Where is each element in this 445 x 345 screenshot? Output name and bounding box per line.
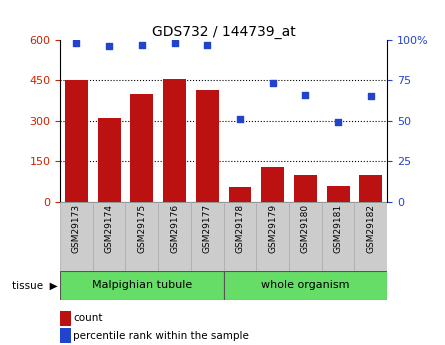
Point <box>138 42 146 47</box>
Text: GSM29182: GSM29182 <box>366 204 375 253</box>
Bar <box>163 79 186 202</box>
Bar <box>289 202 322 271</box>
Point <box>335 120 342 125</box>
Bar <box>224 202 256 271</box>
Text: GSM29176: GSM29176 <box>170 204 179 253</box>
Text: GSM29179: GSM29179 <box>268 204 277 253</box>
Point <box>73 40 80 46</box>
Bar <box>256 202 289 271</box>
Point <box>105 43 113 49</box>
Text: GSM29175: GSM29175 <box>138 204 146 253</box>
Bar <box>98 118 121 202</box>
Text: Malpighian tubule: Malpighian tubule <box>92 280 192 290</box>
Point <box>204 42 211 47</box>
Text: tissue  ▶: tissue ▶ <box>12 280 58 290</box>
Bar <box>130 94 153 202</box>
Text: GSM29174: GSM29174 <box>105 204 113 253</box>
Bar <box>294 175 317 202</box>
Bar <box>360 175 382 202</box>
Bar <box>60 202 93 271</box>
Point <box>236 116 243 122</box>
Bar <box>327 186 349 202</box>
Title: GDS732 / 144739_at: GDS732 / 144739_at <box>152 24 295 39</box>
Point <box>367 93 374 99</box>
Point <box>269 81 276 86</box>
Bar <box>158 202 191 271</box>
Bar <box>65 80 88 202</box>
Text: count: count <box>73 314 103 323</box>
Text: GSM29180: GSM29180 <box>301 204 310 253</box>
Bar <box>60 271 224 300</box>
Bar <box>224 271 387 300</box>
Bar <box>261 167 284 202</box>
Bar <box>93 202 125 271</box>
Bar <box>355 202 387 271</box>
Text: percentile rank within the sample: percentile rank within the sample <box>73 331 249 341</box>
Bar <box>322 202 355 271</box>
Bar <box>196 90 218 202</box>
Text: whole organism: whole organism <box>261 280 350 290</box>
Bar <box>191 202 224 271</box>
Point <box>171 40 178 46</box>
Bar <box>229 187 251 202</box>
Point <box>302 92 309 98</box>
Text: GSM29173: GSM29173 <box>72 204 81 253</box>
Text: GSM29177: GSM29177 <box>203 204 212 253</box>
Text: GSM29181: GSM29181 <box>334 204 343 253</box>
Text: GSM29178: GSM29178 <box>235 204 244 253</box>
Bar <box>125 202 158 271</box>
